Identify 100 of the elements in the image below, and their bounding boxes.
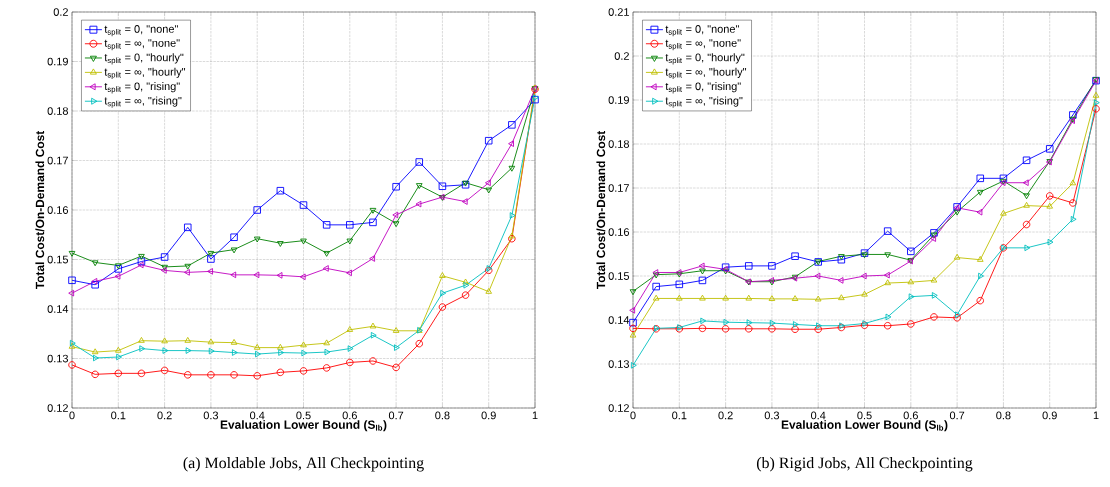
- point: [462, 278, 469, 285]
- text: (a) Moldable Jobs, All Checkpointing: [183, 457, 424, 472]
- point: [953, 314, 961, 322]
- point: [230, 233, 238, 241]
- y-tick-label: 0.19: [608, 96, 629, 104]
- legend-label: t$_{split}$ = 0, "hourly": [665, 53, 745, 65]
- point: [838, 294, 845, 301]
- point: [322, 221, 331, 229]
- point: [276, 368, 285, 377]
- point: [676, 294, 683, 301]
- point: [207, 371, 215, 379]
- point: [999, 174, 1008, 183]
- point: [814, 295, 822, 302]
- point: [347, 345, 354, 352]
- point: [509, 212, 516, 219]
- point: [231, 349, 238, 356]
- x-tick-label: 0.2: [157, 411, 172, 420]
- point: [184, 223, 192, 232]
- point: [439, 272, 446, 278]
- y-tick-label: 0.15: [608, 272, 630, 280]
- x-tick-label: 0.9: [481, 411, 496, 420]
- point: [253, 271, 260, 279]
- point: [721, 325, 730, 333]
- point: [885, 313, 892, 321]
- point: [768, 295, 776, 301]
- point: [485, 187, 492, 194]
- point: [630, 362, 637, 369]
- point: [139, 345, 146, 352]
- point: [394, 344, 400, 351]
- point: [253, 372, 261, 380]
- point: [629, 324, 637, 333]
- point: [299, 273, 306, 281]
- point: [1045, 145, 1054, 153]
- y-tick-label: 0.14: [608, 316, 630, 324]
- point: [160, 253, 169, 261]
- legend-label: t$_{split}$ = ∞, "hourly": [104, 67, 186, 79]
- point: [369, 357, 377, 365]
- point: [346, 221, 354, 229]
- x-tick-label: 0.7: [388, 411, 404, 420]
- point: [930, 313, 938, 321]
- point: [91, 260, 99, 267]
- point: [114, 273, 121, 280]
- y-tick-label: 0.21: [608, 8, 629, 16]
- point: [138, 336, 145, 343]
- x-tick-label: 0.9: [1042, 411, 1057, 420]
- point: [769, 319, 776, 327]
- x-tick-label: 0.6: [342, 411, 357, 420]
- y-tick-label: 0.15: [47, 255, 69, 264]
- point: [255, 350, 261, 358]
- point: [116, 353, 123, 361]
- point: [508, 165, 516, 172]
- point: [346, 358, 354, 367]
- point: [277, 343, 284, 350]
- y-tick-label: 0.18: [47, 107, 68, 115]
- point: [438, 182, 447, 190]
- point: [508, 232, 516, 239]
- x-tick-label: 0: [630, 411, 636, 420]
- point: [629, 331, 637, 338]
- point: [392, 183, 400, 191]
- point: [463, 281, 470, 289]
- point: [837, 255, 846, 264]
- point: [1022, 179, 1029, 187]
- x-tick-label: 0.5: [296, 411, 311, 420]
- point: [230, 371, 238, 379]
- x-tick-label: 0.2: [718, 411, 733, 420]
- y-tick-label: 0.13: [608, 360, 629, 368]
- point: [1092, 105, 1100, 113]
- point: [907, 320, 915, 328]
- y-tick-label: 0.14: [47, 305, 69, 313]
- point: [160, 366, 169, 375]
- point: [745, 262, 753, 270]
- legend-label: t$_{split}$ = 0, "none": [665, 25, 739, 37]
- point: [68, 276, 76, 285]
- point: [461, 198, 468, 205]
- point: [485, 287, 492, 294]
- x-tick-label: 0.1: [672, 411, 687, 420]
- point: [138, 253, 145, 260]
- point: [253, 206, 261, 214]
- point: [137, 257, 146, 266]
- point: [68, 361, 76, 369]
- point: [883, 321, 892, 330]
- point: [1024, 244, 1031, 252]
- point: [976, 296, 984, 305]
- point: [346, 238, 354, 245]
- point: [278, 349, 285, 356]
- point: [323, 339, 330, 346]
- point: [814, 272, 821, 280]
- point: [907, 278, 915, 285]
- x-tick-label: 0: [69, 411, 75, 420]
- point: [883, 227, 892, 235]
- legend-label: t$_{split}$ = 0, "rising": [665, 82, 741, 94]
- point: [230, 271, 237, 279]
- y-tick-label: 0.2: [614, 52, 629, 60]
- point: [91, 277, 98, 285]
- point: [746, 319, 753, 326]
- point: [415, 183, 423, 189]
- point: [137, 369, 146, 378]
- x-axis-title: Evaluation Lower Bound (S$_{lb}$): [220, 420, 387, 432]
- point: [698, 324, 707, 333]
- legend-label: t$_{split}$ = ∞, "rising": [104, 96, 182, 108]
